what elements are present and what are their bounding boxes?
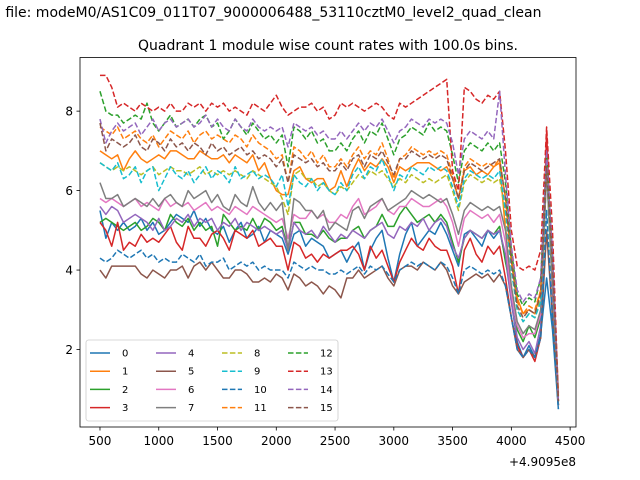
legend-label-1: 1 [122,367,128,378]
legend-label-12: 12 [320,349,333,360]
x-offset-label: +4.9095e8 [509,455,576,469]
x-tick-label: 1000 [143,434,174,448]
x-tick-label: 2000 [261,434,292,448]
legend-label-9: 9 [254,367,260,378]
legend-label-5: 5 [188,367,194,378]
legend-label-7: 7 [188,403,194,414]
legend-box [85,339,339,422]
legend-label-0: 0 [122,349,128,360]
x-tick-label: 3000 [379,434,410,448]
y-tick-label: 2 [65,343,73,357]
series-line-7 [99,169,560,406]
x-tick-label: 500 [89,434,112,448]
series-line-15 [99,122,560,402]
x-tick-label: 3500 [437,434,468,448]
y-tick-label: 8 [65,105,73,119]
series-line-9 [99,158,560,402]
legend-label-6: 6 [188,385,194,396]
plot-frame [79,57,577,428]
series-line-11 [99,126,560,402]
y-tick-label: 4 [65,264,73,278]
y-tick-label: 6 [65,184,73,198]
legend-label-11: 11 [254,403,267,414]
series-line-3 [99,130,560,402]
series-line-5 [99,229,560,406]
series-line-13 [99,74,560,398]
legend-label-3: 3 [122,403,128,414]
legend-label-2: 2 [122,385,128,396]
chart-title: Quadrant 1 module wise count rates with … [138,38,518,54]
plot-area [99,74,560,410]
axes: 500 1000 1500 2000 2500 3000 3500 4000 4500 2 4 6 8 [65,105,585,448]
x-tick-label: 4000 [496,434,527,448]
x-tick-label: 1500 [202,434,233,448]
series-line-10 [99,209,560,410]
legend-label-14: 14 [320,385,333,396]
x-tick-label: 2500 [320,434,351,448]
legend-label-8: 8 [254,349,260,360]
series-line-14 [99,90,560,402]
legend-label-13: 13 [320,367,333,378]
legend-label-4: 4 [188,349,194,360]
legend-label-15: 15 [320,403,333,414]
legend-label-10: 10 [254,385,267,396]
series-line-4 [99,150,560,406]
x-tick-label: 4500 [555,434,586,448]
figure-suptitle: n file: modeM0/AS1C09_011T07_9000006488_… [0,5,541,21]
